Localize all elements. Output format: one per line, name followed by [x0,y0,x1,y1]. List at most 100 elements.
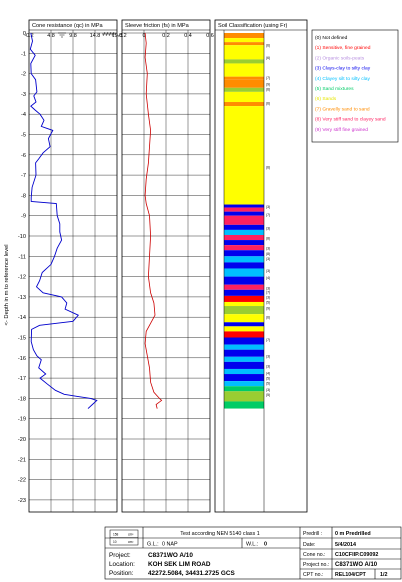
soil-class-marker: (3) [266,226,270,230]
cone-resistance-line [29,32,98,409]
soil-classification-title: Soil Classification (using Fr) [218,23,287,29]
depth-tick-label: -18 [18,396,26,402]
soil-class-marker: (6) [266,87,270,91]
gl-label: G.L.: [147,542,159,548]
footer-table [104,526,402,580]
soil-layer [224,268,264,277]
soil-class-marker: (3) [266,257,270,261]
depth-tick-label: -9 [21,214,26,220]
depth-tick-label: -23 [18,498,26,504]
soil-layer [224,87,264,92]
legend-entry: (7) Gravelly sand to sand [315,106,370,112]
soil-layer [224,204,264,208]
soil-class-marker: (5) [266,382,270,386]
soil-class-marker: (4) [266,276,270,280]
depth-tick-label: -5 [21,133,26,139]
soil-layer [224,356,264,362]
soil-layer [224,386,264,392]
soil-class-marker: (3) [266,388,270,392]
depth-tick-label: -13 [18,295,26,301]
soil-layer [224,368,264,375]
x-tick-label: 0.4 [184,33,192,39]
soil-layer [224,91,264,103]
soil-class-marker: (6) [266,56,270,60]
soil-layer [224,229,264,235]
depth-tick-label: -19 [18,417,26,423]
soil-layer [224,401,264,409]
x-tick-label: 4.8 [47,33,55,39]
depth-tick-label: -11 [18,254,26,260]
soil-layer [224,349,264,357]
friction-ratio-hatch-marker [102,31,116,37]
legend-box [311,29,399,143]
soil-class-marker: (7) [266,213,270,217]
soil-class-marker: (5) [266,300,270,304]
soil-class-marker: (7) [266,290,270,294]
location-label: Location: [109,561,135,568]
predrill-label: Predrill : [303,531,322,537]
company-logo: 158 cm² 10 cm² [109,529,139,546]
depth-tick-label: -16 [18,356,26,362]
soil-layer [224,262,264,269]
soil-layer [224,374,264,382]
x-tick-label: 0.2 [162,33,170,39]
sleeve-friction-line [144,32,163,409]
soil-class-marker: (6) [266,44,270,48]
soil-class-marker: (5) [266,393,270,397]
soil-class-marker: (3) [266,354,270,358]
soil-layer [224,289,264,296]
project-value: C8371WO A/10 [148,552,193,559]
cone-resistance-title: Cone resistance (qc) in MPa [32,23,103,29]
cone-resistance-grid [29,30,117,512]
soil-class-marker: (3) [266,286,270,290]
soil-class-marker: (5) [266,377,270,381]
predrill-value: 0 m Predrilled [335,531,371,537]
depth-tick-label: -17 [18,376,26,382]
soil-layer [224,284,264,290]
x-tick-label: 0 [143,33,146,39]
soil-layer [224,211,264,216]
soil-layer [224,79,264,88]
soil-class-markers: (6)(6)(7)(9)(6)(6)(6)(3)(7)(3)(8)(3)(8)(… [266,44,270,397]
soil-class-marker: (6) [266,165,270,169]
depth-tick-label: -12 [18,275,26,281]
soil-layer [224,245,264,251]
soil-legend: (0) Not defined (1) Sensitive, fine grain… [315,35,386,133]
date-value: 5/4/2014 [335,542,356,548]
depth-tick-label: -4 [21,112,26,118]
depth-tick-label: -10 [18,234,26,240]
soil-layer [224,322,264,327]
depth-tick-label: -14 [18,315,26,321]
water-level-marker [58,32,66,38]
x-tick-label: 9.8 [69,33,77,39]
logo-top-value: 158 [113,533,119,537]
soil-layer [224,256,264,263]
depth-tick-label: -6 [21,153,26,159]
cpt-no-value: REL104/CPT [335,572,367,578]
soil-layer [224,391,264,402]
wl-label: W.L.: [246,542,258,548]
wl-value: 0 [264,542,267,548]
cone-resistance-x-ticks: -0.2 4.8 9.8 14.8 19.8 [24,33,122,39]
soil-layer [224,234,264,241]
soil-class-marker: (3) [266,269,270,273]
soil-class-marker: (8) [266,237,270,241]
soil-layer [224,276,264,285]
legend-entry: (5) Sand mixtures [315,86,354,92]
soil-layer [224,33,264,39]
soil-layer [224,314,264,323]
sleeve-friction-grid [122,30,210,512]
x-tick-label: -0.2 [117,33,126,39]
soil-layer [224,250,264,257]
soil-class-marker: (6) [266,316,270,320]
sleeve-friction-title: Sleeve friction (fs) in MPa [125,23,190,29]
soil-layer [224,306,264,315]
legend-entry: (0) Not defined [315,35,348,41]
soil-class-marker: (7) [266,76,270,80]
depth-tick-label: -7 [21,173,26,179]
depth-tick-label: -20 [18,437,26,443]
x-tick-label: 0.6 [206,33,214,39]
depth-tick-labels: 0 -1 -2 -3 -4 -5 -6 -7 -8 -9 -10 -11 -12 -13 -14 -15 -16… [18,31,26,504]
soil-layer [224,301,264,307]
